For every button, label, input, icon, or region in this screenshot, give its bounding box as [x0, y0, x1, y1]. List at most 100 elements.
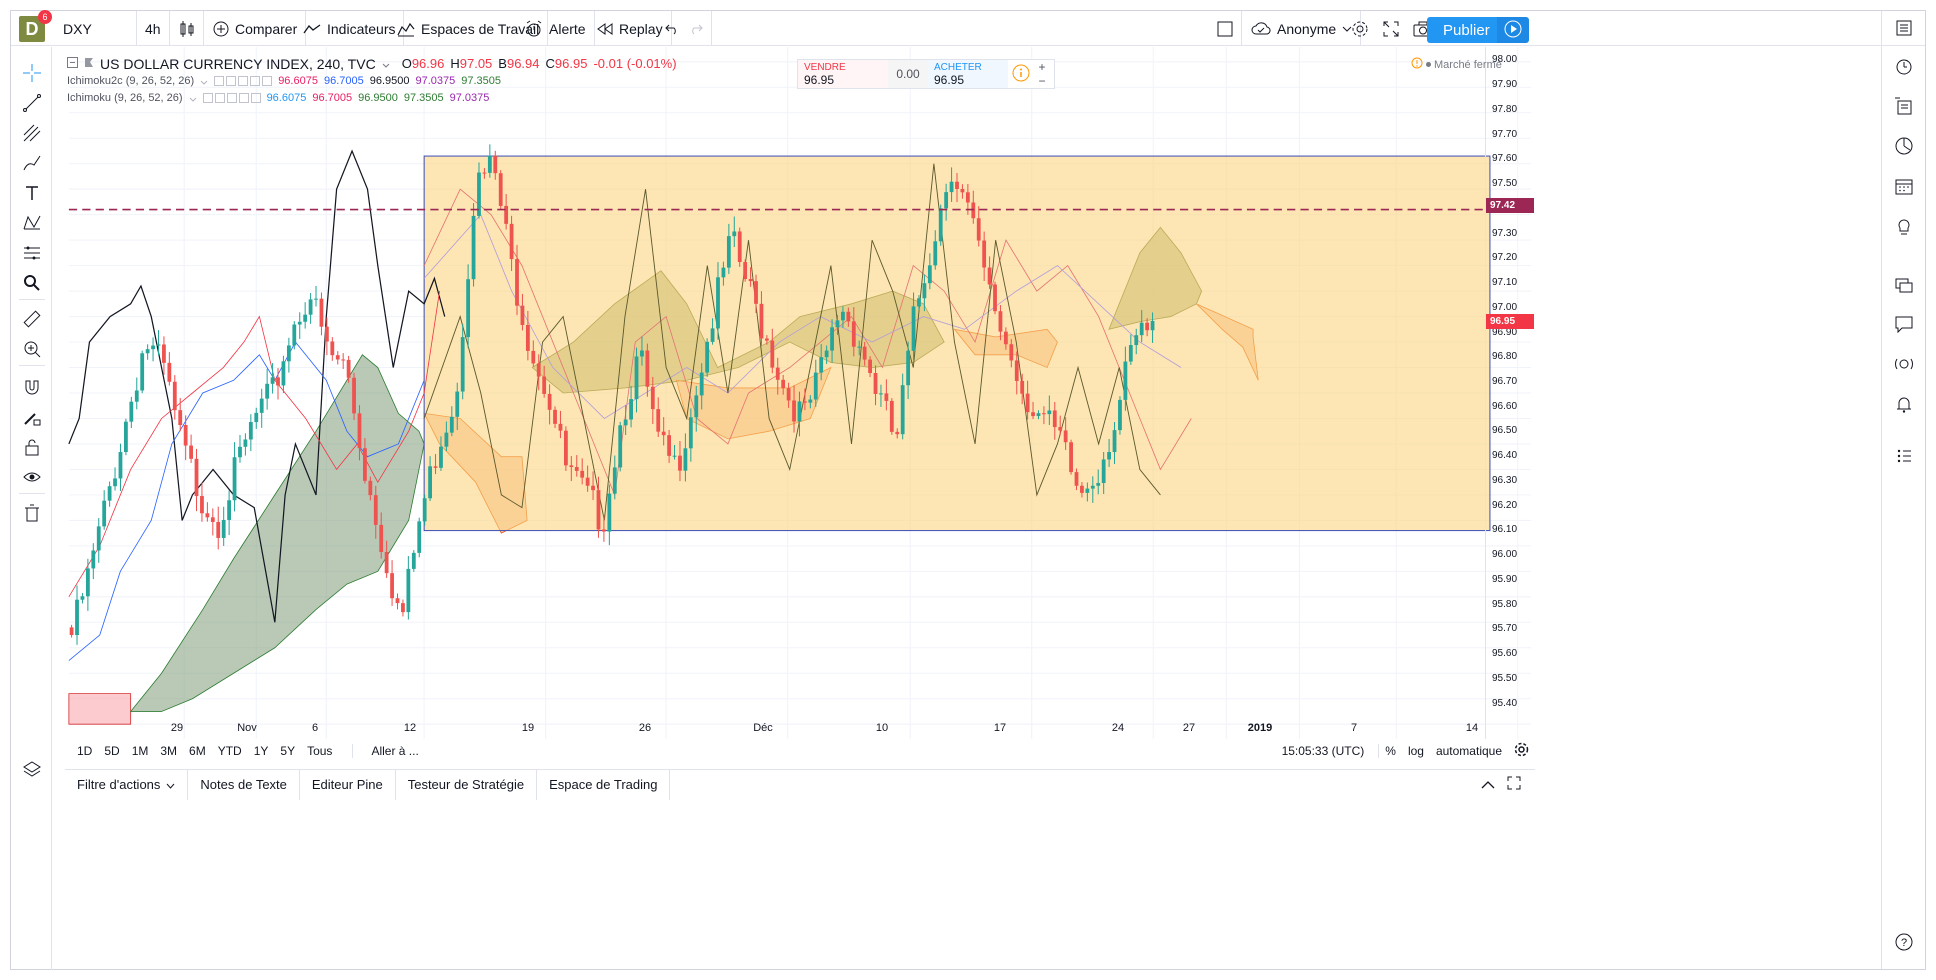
candle-body: [91, 550, 96, 569]
settings-button[interactable]: [1343, 11, 1377, 46]
lock-drawing-tool[interactable]: [18, 403, 46, 431]
range-5y[interactable]: 5Y: [280, 744, 296, 758]
range-all[interactable]: Tous: [307, 744, 333, 758]
remove-drawings-tool[interactable]: [18, 499, 46, 527]
indicator-action-buttons[interactable]: [214, 75, 273, 86]
candle-body: [884, 393, 889, 401]
tab-trading-panel[interactable]: Espace de Trading: [537, 769, 671, 800]
alert-button[interactable]: Alerte: [517, 11, 595, 46]
brush-tool[interactable]: [18, 149, 46, 177]
indicator-name[interactable]: Ichimoku (9, 26, 52, 26): [67, 91, 183, 104]
text-tool[interactable]: [18, 179, 46, 207]
increase-button[interactable]: +: [1038, 60, 1046, 74]
range-rectangle-drawing[interactable]: [423, 155, 1491, 532]
notifications-button[interactable]: [1890, 391, 1918, 419]
tab-stock-screener[interactable]: Filtre d'actions: [65, 769, 189, 800]
range-1y[interactable]: 1Y: [253, 744, 269, 758]
zoom-search-tool[interactable]: [18, 269, 46, 297]
more-panels-button[interactable]: [1890, 443, 1918, 471]
help-button[interactable]: ?: [1890, 929, 1918, 957]
legend-symbol-title[interactable]: US DOLLAR CURRENCY INDEX, 240, TVC: [100, 55, 376, 72]
info-button[interactable]: [1008, 60, 1034, 88]
zoom-in-tool[interactable]: [18, 335, 46, 363]
watchlist-button[interactable]: [1890, 15, 1918, 43]
range-6m[interactable]: 6M: [189, 744, 206, 758]
dropdown-arrow-icon[interactable]: [382, 56, 390, 71]
redo-button[interactable]: [681, 11, 712, 46]
chart-settings-button[interactable]: [1508, 742, 1535, 760]
time-axis[interactable]: 29 Nov 6 12 19 26 Déc 10 17 24 27 2019 7 14: [65, 719, 1485, 739]
fullscreen-button[interactable]: [1375, 11, 1407, 46]
range-ytd[interactable]: YTD: [217, 744, 242, 758]
forecast-tool[interactable]: [18, 239, 46, 267]
goto-date-button[interactable]: Aller à ...: [352, 744, 424, 758]
lock-all-tool[interactable]: [18, 433, 46, 461]
legend-indicator-row[interactable]: Ichimoku (9, 26, 52, 26) 96.6075 96.7005…: [67, 89, 677, 106]
price-axis[interactable]: 98.00 97.90 97.80 97.70 97.60 97.50 97.30 97.20…: [1485, 47, 1535, 739]
range-1d[interactable]: 1D: [77, 744, 93, 758]
maximize-panel-icon[interactable]: [1507, 776, 1521, 793]
collapse-panel-icon[interactable]: [1481, 777, 1495, 792]
replay-button[interactable]: Replay: [589, 11, 672, 46]
percent-scale-toggle[interactable]: %: [1385, 744, 1396, 758]
publish-button[interactable]: Publier: [1427, 17, 1506, 43]
dropdown-arrow-icon[interactable]: [189, 90, 197, 105]
chat-button[interactable]: [1890, 311, 1918, 339]
sell-button[interactable]: VENDRE 96.95: [798, 60, 888, 88]
decrease-button[interactable]: −: [1038, 74, 1046, 88]
undo-button[interactable]: [657, 11, 687, 46]
crosshair-tool[interactable]: [18, 59, 46, 87]
candle-body: [80, 596, 85, 600]
candle-body: [585, 477, 590, 486]
collapse-icon[interactable]: [67, 56, 78, 71]
chart-type-button[interactable]: [171, 11, 204, 46]
utc-clock[interactable]: 15:05:33 (UTC): [1276, 744, 1380, 758]
candle-body: [1090, 485, 1095, 489]
publish-play-button[interactable]: [1497, 17, 1529, 43]
market-status[interactable]: Marché fermé: [1411, 57, 1502, 72]
pattern-tool[interactable]: [18, 209, 46, 237]
compare-button[interactable]: Comparer: [205, 11, 307, 46]
pitchfork-tool[interactable]: [18, 119, 46, 147]
magnet-tool[interactable]: [18, 373, 46, 401]
fullscreen-toggle-button[interactable]: [1209, 11, 1242, 46]
candle-body: [862, 346, 867, 360]
hide-drawings-tool[interactable]: [18, 463, 46, 491]
signals-button[interactable]: [1890, 351, 1918, 379]
symbol-search[interactable]: DXY: [55, 11, 137, 46]
streams-button[interactable]: [1890, 273, 1918, 301]
tab-strategy-tester[interactable]: Testeur de Stratégie: [396, 769, 538, 800]
tab-text-notes[interactable]: Notes de Texte: [188, 769, 300, 800]
candle-body: [906, 350, 911, 386]
tab-pine-editor[interactable]: Editeur Pine: [300, 769, 396, 800]
indicator-action-buttons[interactable]: [202, 92, 261, 103]
alerts-panel-button[interactable]: [1890, 53, 1918, 81]
price-tick-label: 95.80: [1492, 598, 1518, 610]
object-tree-button[interactable]: [18, 755, 46, 783]
candle-body: [721, 267, 726, 278]
indicator-name[interactable]: Ichimoku2c (9, 26, 52, 26): [67, 74, 195, 87]
log-scale-toggle[interactable]: log: [1407, 744, 1424, 758]
hotlists-button[interactable]: [1890, 133, 1918, 161]
buy-button[interactable]: ACHETER 96.95: [928, 60, 1008, 88]
ideas-button[interactable]: [1890, 213, 1918, 241]
candle-body: [200, 496, 204, 514]
auto-scale-toggle[interactable]: automatique: [1435, 744, 1502, 758]
workspaces-button[interactable]: Espaces de Travail: [389, 11, 549, 46]
range-1m[interactable]: 1M: [131, 744, 149, 758]
legend-indicator-row[interactable]: Ichimoku2c (9, 26, 52, 26) 96.6075 96.70…: [67, 72, 677, 89]
account-menu[interactable]: Anonyme: [1243, 11, 1362, 46]
dropdown-arrow-icon[interactable]: [200, 73, 208, 88]
interval-button[interactable]: 4h: [137, 11, 170, 46]
candle-body: [449, 416, 454, 433]
range-5d[interactable]: 5D: [104, 744, 120, 758]
indicator-value: 96.7005: [323, 74, 364, 87]
time-tick-label: 14: [1465, 722, 1479, 734]
range-3m[interactable]: 3M: [160, 744, 178, 758]
measure-tool[interactable]: [18, 305, 46, 333]
calendar-button[interactable]: [1890, 173, 1918, 201]
trend-line-tool[interactable]: [18, 89, 46, 117]
user-logo[interactable]: D 6: [19, 10, 52, 42]
data-window-button[interactable]: [1890, 93, 1918, 121]
price-chart[interactable]: [65, 47, 1535, 739]
